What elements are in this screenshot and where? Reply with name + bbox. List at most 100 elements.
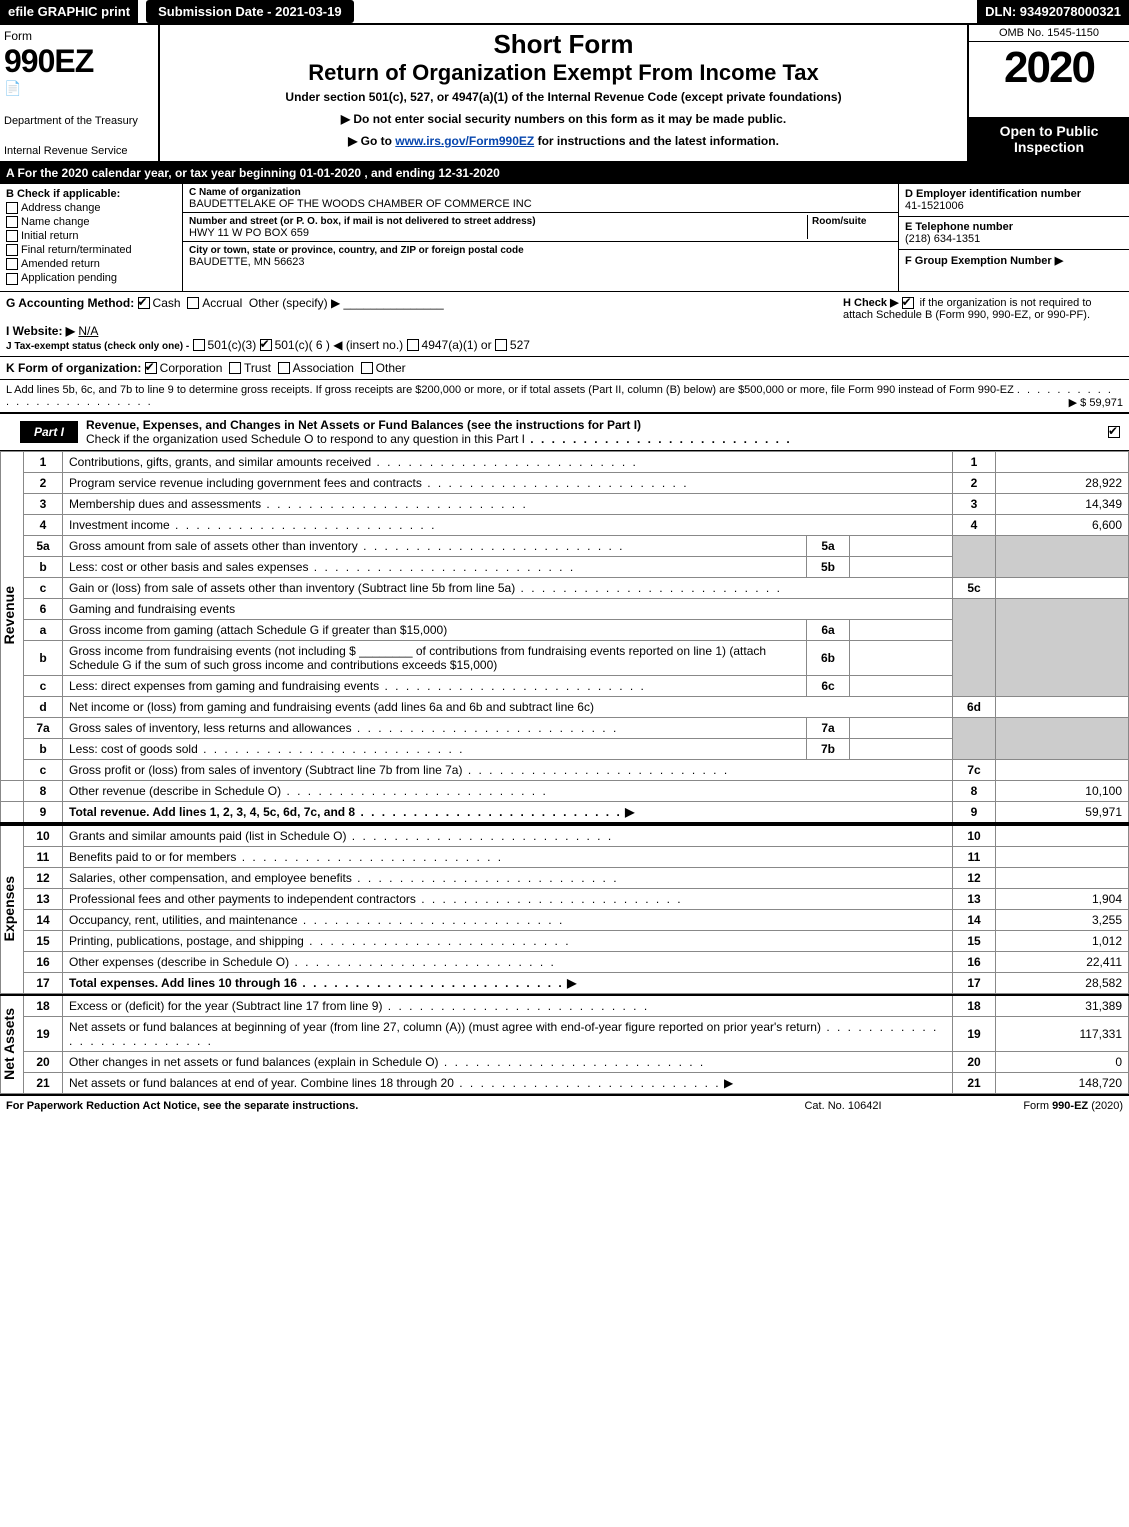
footer-right: Form 990-EZ (2020) — [923, 1100, 1123, 1112]
netassets-table: Net Assets 18 Excess or (deficit) for th… — [0, 994, 1129, 1094]
d-label: D Employer identification number — [905, 188, 1081, 200]
revenue-table: Revenue 1 Contributions, gifts, grants, … — [0, 451, 1129, 824]
line-a: A For the 2020 calendar year, or tax yea… — [0, 163, 1129, 184]
b-opt-amended[interactable]: Amended return — [6, 258, 176, 270]
ein: 41-1521006 — [905, 200, 964, 212]
b-opt-pending[interactable]: Application pending — [6, 272, 176, 284]
row-gh: G Accounting Method: Cash Accrual Other … — [0, 292, 1129, 357]
irs-link[interactable]: www.irs.gov/Form990EZ — [395, 134, 534, 148]
short-form-title: Short Form — [168, 29, 959, 60]
org-address: HWY 11 W PO BOX 659 — [189, 227, 309, 239]
line-9: 9 Total revenue. Add lines 1, 2, 3, 4, 5… — [1, 801, 1129, 823]
tax-year: 2020 — [969, 42, 1129, 117]
part1-tag: Part I — [20, 421, 78, 443]
g-cash-check[interactable] — [138, 297, 150, 309]
line-20: 20 Other changes in net assets or fund b… — [1, 1051, 1129, 1072]
line-2: 2 Program service revenue including gove… — [1, 472, 1129, 493]
line-15: 15 Printing, publications, postage, and … — [1, 930, 1129, 951]
g-label: G Accounting Method: — [6, 296, 134, 310]
b-opt-name[interactable]: Name change — [6, 216, 176, 228]
line-19: 19 Net assets or fund balances at beginn… — [1, 1016, 1129, 1051]
e-label: E Telephone number — [905, 221, 1013, 233]
room-label: Room/suite — [812, 216, 866, 227]
line-7a: 7a Gross sales of inventory, less return… — [1, 717, 1129, 738]
col-def: D Employer identification number 41-1521… — [898, 184, 1129, 291]
f-label: F Group Exemption Number ▶ — [905, 255, 1063, 267]
b-label: B Check if applicable: — [6, 188, 176, 200]
efile-label[interactable]: efile GRAPHIC print — [0, 0, 138, 23]
line-13: 13 Professional fees and other payments … — [1, 888, 1129, 909]
header-left: Form 990EZ 📄 Department of the Treasury … — [0, 25, 160, 161]
g-accrual-check[interactable] — [187, 297, 199, 309]
j-label: J Tax-exempt status (check only one) - — [6, 341, 189, 352]
expenses-side: Expenses — [1, 876, 17, 941]
k-corp[interactable] — [145, 362, 157, 374]
phone: (218) 634-1351 — [905, 233, 980, 245]
col-c: C Name of organization BAUDETTELAKE OF T… — [183, 184, 898, 291]
irs-label: Internal Revenue Service — [4, 145, 154, 157]
b-opt-initial[interactable]: Initial return — [6, 230, 176, 242]
k-other[interactable] — [361, 362, 373, 374]
addr-label: Number and street (or P. O. box, if mail… — [189, 216, 536, 227]
page-footer: For Paperwork Reduction Act Notice, see … — [0, 1094, 1129, 1116]
k-label: K Form of organization: — [6, 361, 141, 375]
line-5a: 5a Gross amount from sale of assets othe… — [1, 535, 1129, 556]
form-word: Form — [4, 29, 154, 43]
k-trust[interactable] — [229, 362, 241, 374]
line-14: 14 Occupancy, rent, utilities, and maint… — [1, 909, 1129, 930]
netassets-side: Net Assets — [1, 1008, 17, 1080]
footer-left: For Paperwork Reduction Act Notice, see … — [6, 1100, 763, 1112]
line-16: 16 Other expenses (describe in Schedule … — [1, 951, 1129, 972]
line-6: 6 Gaming and fundraising events — [1, 598, 1129, 619]
b-opt-final[interactable]: Final return/terminated — [6, 244, 176, 256]
line-10: Expenses 10 Grants and similar amounts p… — [1, 825, 1129, 847]
line-18: Net Assets 18 Excess or (deficit) for th… — [1, 995, 1129, 1017]
line-4: 4 Investment income 4 6,600 — [1, 514, 1129, 535]
line-8: 8 Other revenue (describe in Schedule O)… — [1, 780, 1129, 801]
return-title: Return of Organization Exempt From Incom… — [168, 60, 959, 86]
row-k: K Form of organization: Corporation Trus… — [0, 357, 1129, 380]
l-amount: ▶ $ 59,971 — [1069, 396, 1123, 409]
dln-label: DLN: 93492078000321 — [977, 0, 1129, 23]
i-label: I Website: ▶ — [6, 324, 75, 338]
part1-header: Part I Revenue, Expenses, and Changes in… — [0, 414, 1129, 451]
ssn-note: ▶ Do not enter social security numbers o… — [168, 112, 959, 126]
line-11: 11 Benefits paid to or for members 11 — [1, 846, 1129, 867]
goto-note: ▶ Go to www.irs.gov/Form990EZ for instru… — [168, 134, 959, 148]
line-21: 21 Net assets or fund balances at end of… — [1, 1072, 1129, 1093]
form-header: Form 990EZ 📄 Department of the Treasury … — [0, 23, 1129, 163]
website: N/A — [78, 324, 98, 338]
line-7c: c Gross profit or (loss) from sales of i… — [1, 759, 1129, 780]
org-name: BAUDETTELAKE OF THE WOODS CHAMBER OF COM… — [189, 198, 532, 210]
form-number: 990EZ — [4, 43, 154, 80]
line-12: 12 Salaries, other compensation, and emp… — [1, 867, 1129, 888]
j-527[interactable] — [495, 339, 507, 351]
org-city: BAUDETTE, MN 56623 — [189, 256, 305, 268]
box-bcdef: B Check if applicable: Address change Na… — [0, 184, 1129, 292]
header-right: OMB No. 1545-1150 2020 Open to Public In… — [967, 25, 1129, 161]
omb-number: OMB No. 1545-1150 — [969, 25, 1129, 42]
goto-post: for instructions and the latest informat… — [538, 134, 779, 148]
submission-date: Submission Date - 2021-03-19 — [146, 0, 354, 23]
part1-check[interactable] — [1108, 426, 1120, 438]
b-opt-address[interactable]: Address change — [6, 202, 176, 214]
expenses-table: Expenses 10 Grants and similar amounts p… — [0, 824, 1129, 994]
k-assoc[interactable] — [278, 362, 290, 374]
goto-pre: ▶ Go to — [348, 134, 395, 148]
line-5c: c Gain or (loss) from sale of assets oth… — [1, 577, 1129, 598]
line-3: 3 Membership dues and assessments 3 14,3… — [1, 493, 1129, 514]
part1-checkline: Check if the organization used Schedule … — [86, 432, 525, 446]
top-bar: efile GRAPHIC print Submission Date - 20… — [0, 0, 1129, 23]
j-501c[interactable] — [260, 339, 272, 351]
l-text: L Add lines 5b, 6c, and 7b to line 9 to … — [6, 384, 1014, 396]
c-label: C Name of organization — [189, 187, 301, 198]
revenue-side: Revenue — [1, 586, 17, 644]
h-label: H Check ▶ — [843, 297, 899, 309]
line-6d: d Net income or (loss) from gaming and f… — [1, 696, 1129, 717]
line-1: Revenue 1 Contributions, gifts, grants, … — [1, 451, 1129, 472]
h-check[interactable] — [902, 297, 914, 309]
j-501c3[interactable] — [193, 339, 205, 351]
city-label: City or town, state or province, country… — [189, 245, 524, 256]
j-4947[interactable] — [407, 339, 419, 351]
open-to-public: Open to Public Inspection — [969, 117, 1129, 161]
